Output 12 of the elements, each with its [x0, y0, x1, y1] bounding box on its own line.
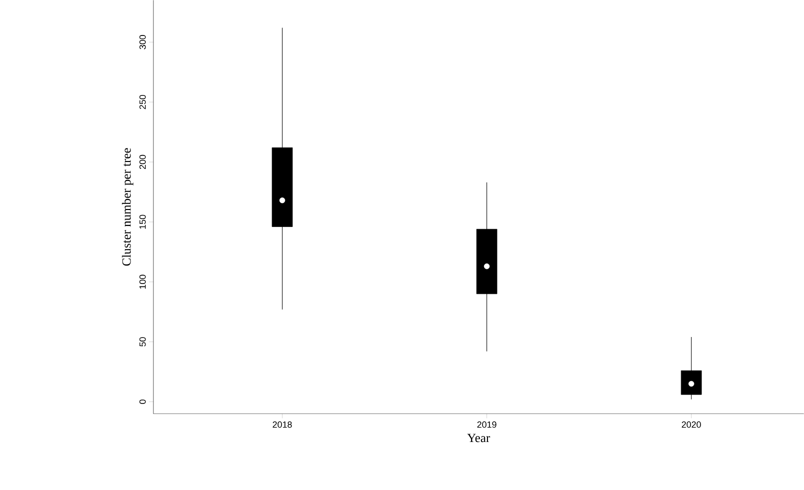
- y-tick-label: 0: [139, 399, 146, 404]
- y-tick-label: 100: [139, 274, 146, 288]
- x-axis-title: Year: [467, 434, 490, 442]
- y-axis-title: Cluster number per tree: [122, 148, 134, 266]
- y-tick-label: 300: [139, 34, 146, 50]
- y-tick-label: 250: [139, 94, 146, 109]
- x-tick-label: 2020: [682, 421, 701, 428]
- x-tick-label: 2018: [272, 421, 292, 428]
- y-tick-label: 150: [139, 214, 146, 228]
- y-tick-label: 200: [139, 154, 146, 169]
- x-tick-label: 2019: [477, 421, 496, 428]
- y-tick-label: 50: [139, 336, 146, 346]
